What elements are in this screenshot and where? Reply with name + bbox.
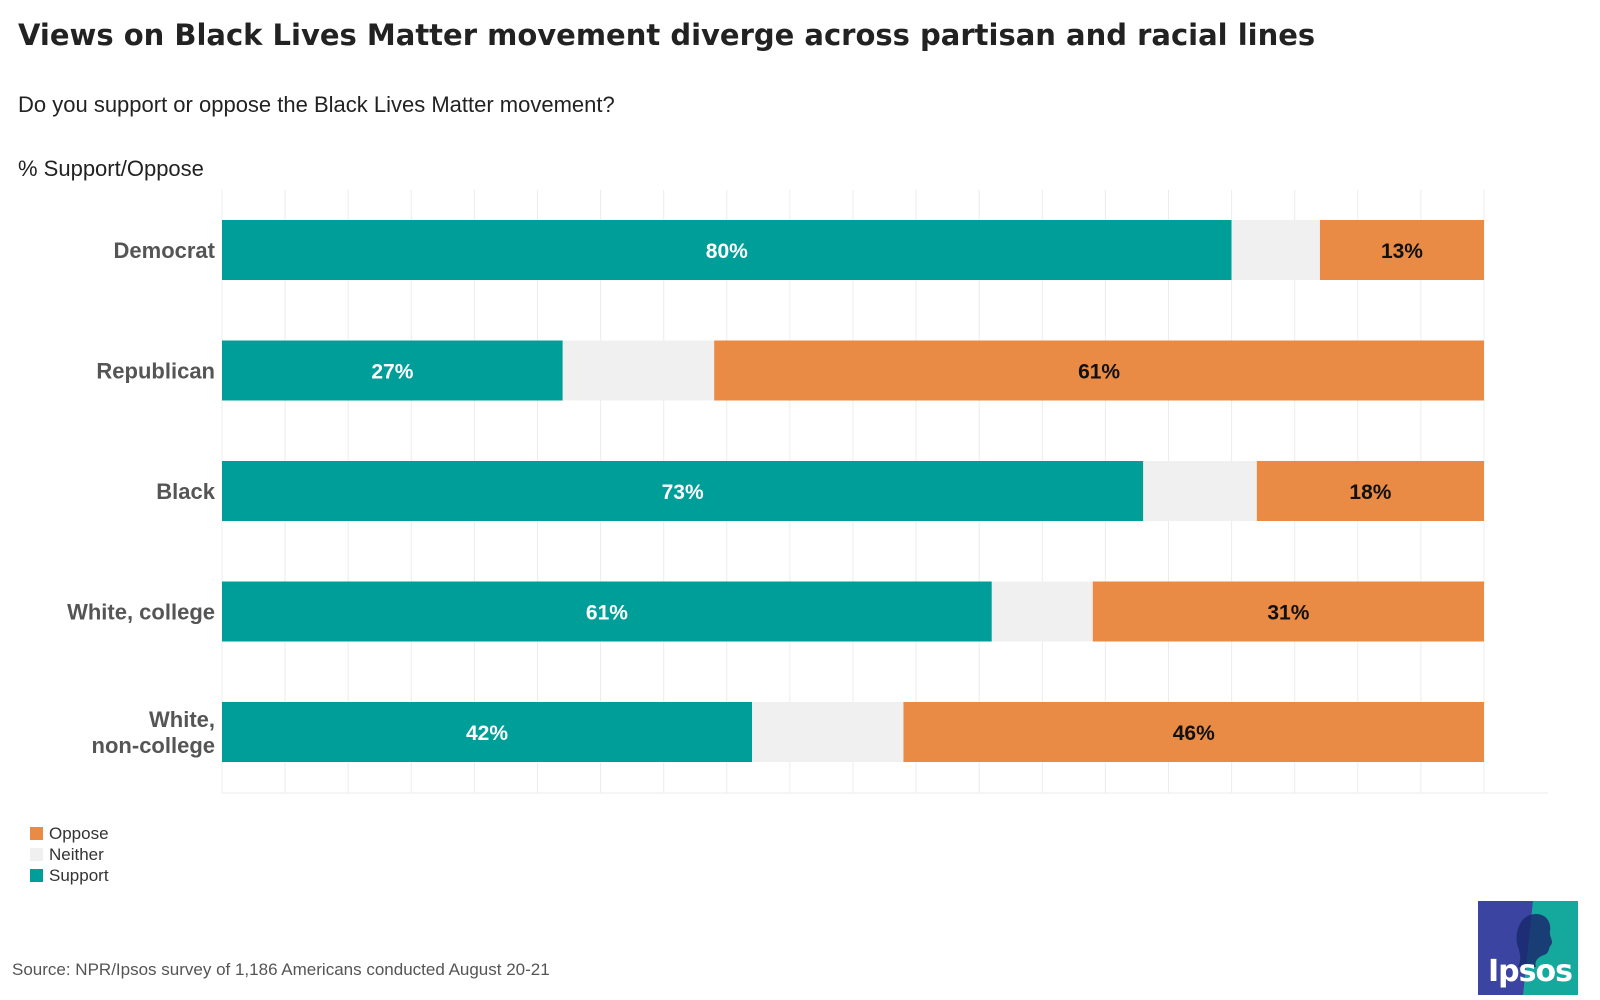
- ipsos-logo-mark: [1478, 901, 1578, 995]
- bar-neither: [991, 581, 1093, 642]
- unit-label: % Support/Oppose: [18, 156, 204, 181]
- bar-oppose: [714, 340, 1484, 401]
- legend: Oppose Neither Support: [30, 823, 109, 886]
- bar-neither: [562, 340, 715, 401]
- legend-item-neither: Neither: [30, 844, 109, 865]
- category-label: White, non-college: [92, 707, 215, 758]
- source-note: Source: NPR/Ipsos survey of 1,186 Americ…: [12, 960, 550, 979]
- legend-label-oppose: Oppose: [49, 823, 109, 843]
- bar-support: [222, 340, 563, 401]
- category-label: Democrat: [114, 238, 216, 263]
- data-label-support: 80%: [706, 240, 748, 263]
- bar-neither: [1143, 461, 1257, 521]
- bar-oppose: [1256, 461, 1484, 521]
- bar-support: [222, 702, 753, 762]
- legend-item-support: Support: [30, 865, 109, 886]
- bar-neither: [752, 702, 904, 762]
- chart-title: Views on Black Lives Matter movement div…: [18, 18, 1316, 52]
- category-label: White, college: [67, 600, 215, 625]
- bar-oppose: [903, 702, 1484, 762]
- data-label-oppose: 31%: [1267, 602, 1309, 625]
- legend-swatch-neither: [30, 848, 43, 861]
- bar-support: [222, 220, 1232, 280]
- chart-subtitle: Do you support or oppose the Black Lives…: [18, 92, 615, 117]
- data-label-oppose: 61%: [1078, 361, 1120, 384]
- ipsos-logo: Ipsos: [1478, 901, 1578, 995]
- data-label-oppose: 46%: [1173, 722, 1215, 745]
- bar-oppose: [1092, 581, 1484, 642]
- bar-support: [222, 581, 992, 642]
- bar-oppose: [1319, 220, 1484, 280]
- legend-swatch-support: [30, 869, 43, 882]
- data-label-support: 42%: [466, 722, 508, 745]
- legend-label-neither: Neither: [49, 844, 104, 864]
- legend-label-support: Support: [49, 865, 109, 885]
- bar-support: [222, 461, 1144, 521]
- data-label-support: 61%: [586, 602, 628, 625]
- category-label: Black: [156, 479, 215, 504]
- legend-item-oppose: Oppose: [30, 823, 109, 844]
- legend-swatch-oppose: [30, 827, 43, 840]
- data-label-oppose: 18%: [1349, 481, 1391, 504]
- data-label-support: 73%: [662, 481, 704, 504]
- category-label: Republican: [96, 359, 215, 384]
- logo-text: Ipsos: [1488, 954, 1573, 989]
- data-label-oppose: 13%: [1381, 240, 1423, 263]
- data-label-support: 27%: [371, 361, 413, 384]
- bar-neither: [1231, 220, 1320, 280]
